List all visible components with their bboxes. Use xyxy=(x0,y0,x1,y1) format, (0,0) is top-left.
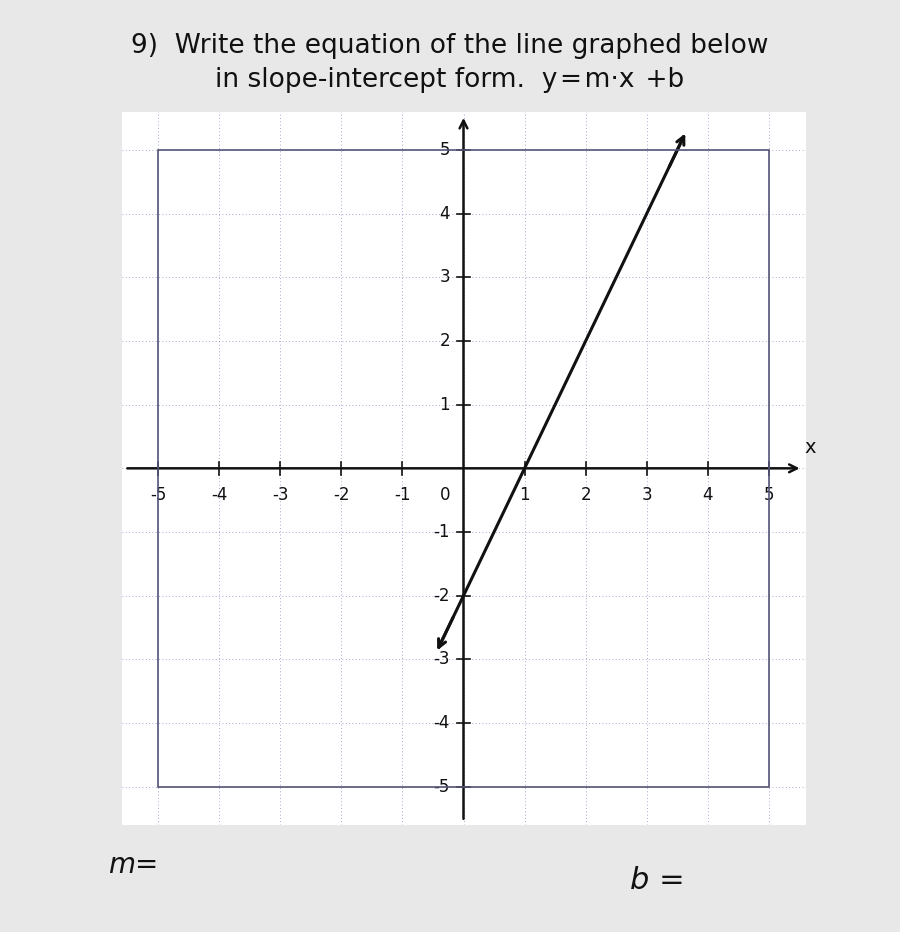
Text: -3: -3 xyxy=(434,651,450,668)
Text: 9)  Write the equation of the line graphed below: 9) Write the equation of the line graphe… xyxy=(131,33,769,59)
Text: x: x xyxy=(805,438,815,457)
Text: 5: 5 xyxy=(439,141,450,159)
Text: -5: -5 xyxy=(150,487,166,504)
Text: 3: 3 xyxy=(642,487,652,504)
Text: -2: -2 xyxy=(333,487,349,504)
Bar xyxy=(158,150,769,787)
Text: -4: -4 xyxy=(211,487,228,504)
Text: -5: -5 xyxy=(434,777,450,796)
Text: 4: 4 xyxy=(439,205,450,223)
Text: 3: 3 xyxy=(439,268,450,286)
Text: b =: b = xyxy=(630,866,685,896)
Text: -4: -4 xyxy=(434,714,450,732)
Text: -1: -1 xyxy=(434,523,450,541)
Text: 2: 2 xyxy=(580,487,591,504)
Text: 1: 1 xyxy=(519,487,530,504)
Text: in slope-intercept form.  y = m·x  +b: in slope-intercept form. y = m·x +b xyxy=(215,67,685,93)
Text: 2: 2 xyxy=(439,332,450,350)
Text: 4: 4 xyxy=(703,487,713,504)
Text: -2: -2 xyxy=(434,586,450,605)
Text: m=: m= xyxy=(108,851,158,879)
Text: 1: 1 xyxy=(439,396,450,414)
Text: -3: -3 xyxy=(272,487,289,504)
Text: 0: 0 xyxy=(439,487,450,504)
Text: 5: 5 xyxy=(763,487,774,504)
Text: -1: -1 xyxy=(394,487,410,504)
